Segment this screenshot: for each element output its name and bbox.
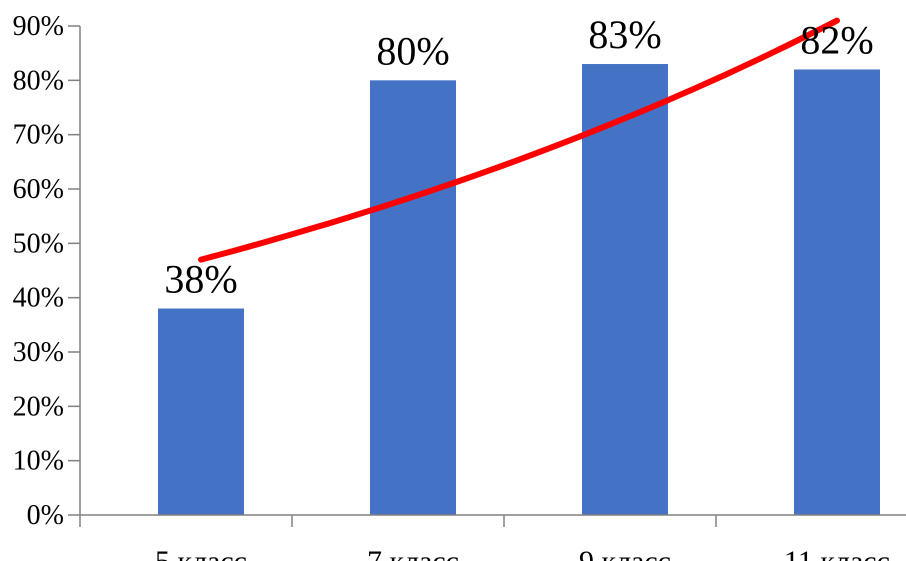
bar bbox=[370, 80, 456, 515]
y-tick-label: 0% bbox=[27, 500, 64, 531]
x-category-label: 11 класс bbox=[784, 545, 890, 561]
bar bbox=[582, 64, 668, 516]
y-tick-label: 90% bbox=[13, 11, 64, 42]
y-tick-label: 50% bbox=[13, 228, 64, 259]
data-labels: 38% 80% 83% 82% bbox=[164, 12, 873, 302]
bar bbox=[794, 69, 880, 515]
y-axis: 0% 10% 20% 30% 40% 50% 60% 70% 80% 90% bbox=[13, 11, 81, 531]
trendline-curve bbox=[198, 17, 840, 263]
y-tick-label: 20% bbox=[13, 391, 64, 422]
y-tick-label: 40% bbox=[13, 283, 64, 314]
bars bbox=[158, 64, 880, 516]
bar-value-label: 83% bbox=[588, 12, 661, 57]
y-tick-label: 10% bbox=[13, 446, 64, 477]
trendline bbox=[198, 17, 840, 263]
y-tick-label: 30% bbox=[13, 337, 64, 368]
x-category-label: 7 класс bbox=[367, 545, 459, 561]
bar-value-label: 82% bbox=[800, 17, 873, 62]
y-tick-label: 70% bbox=[13, 120, 64, 151]
y-tick-label: 80% bbox=[13, 65, 64, 96]
x-category-label: 9 класс bbox=[579, 545, 671, 561]
bar bbox=[158, 308, 244, 515]
x-axis: 5 класс 7 класс 9 класс 11 класс bbox=[79, 514, 906, 561]
x-category-label: 5 класс bbox=[155, 545, 247, 561]
y-tick-label: 60% bbox=[13, 174, 64, 205]
bar-value-label: 38% bbox=[164, 257, 237, 302]
bar-value-label: 80% bbox=[376, 28, 449, 73]
